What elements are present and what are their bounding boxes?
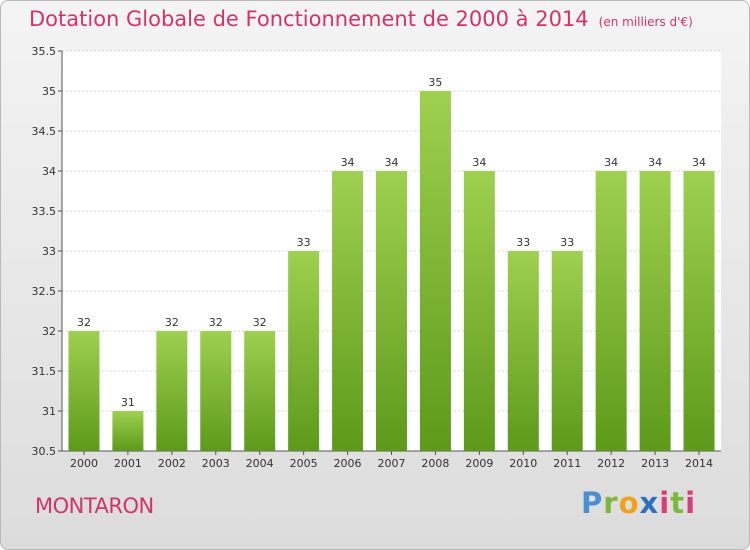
x-tick-label: 2011 bbox=[553, 457, 581, 470]
data-label: 32 bbox=[77, 316, 91, 329]
data-label: 34 bbox=[341, 156, 355, 169]
y-tick-label: 35.5 bbox=[32, 45, 57, 58]
bar bbox=[463, 171, 495, 451]
x-tick-label: 2001 bbox=[114, 457, 142, 470]
data-label: 33 bbox=[516, 236, 530, 249]
data-label: 33 bbox=[297, 236, 311, 249]
data-label: 34 bbox=[692, 156, 706, 169]
x-tick-label: 2007 bbox=[378, 457, 406, 470]
chart-title: Dotation Globale de Fonctionnement de 20… bbox=[29, 7, 693, 31]
bar bbox=[244, 331, 276, 451]
data-label: 31 bbox=[121, 396, 135, 409]
y-tick-label: 33 bbox=[42, 245, 56, 258]
y-tick-label: 31 bbox=[42, 405, 56, 418]
chart-subtitle: (en milliers d'€) bbox=[598, 15, 693, 29]
data-label: 34 bbox=[472, 156, 486, 169]
x-tick-label: 2003 bbox=[202, 457, 230, 470]
x-tick-label: 2006 bbox=[334, 457, 362, 470]
bar bbox=[595, 171, 627, 451]
bar bbox=[112, 411, 144, 451]
data-label: 34 bbox=[648, 156, 662, 169]
x-tick-label: 2002 bbox=[158, 457, 186, 470]
y-tick-label: 32 bbox=[42, 325, 56, 338]
y-tick-label: 32.5 bbox=[32, 285, 57, 298]
bar bbox=[507, 251, 539, 451]
data-label: 34 bbox=[385, 156, 399, 169]
bar bbox=[156, 331, 188, 451]
y-tick-label: 34.5 bbox=[32, 125, 57, 138]
y-tick-label: 35 bbox=[42, 85, 56, 98]
y-tick-label: 31.5 bbox=[32, 365, 57, 378]
data-label: 34 bbox=[604, 156, 618, 169]
bar bbox=[551, 251, 583, 451]
bar bbox=[68, 331, 100, 451]
data-label: 32 bbox=[253, 316, 267, 329]
x-tick-label: 2008 bbox=[421, 457, 449, 470]
y-tick-label: 34 bbox=[42, 165, 56, 178]
bar bbox=[639, 171, 671, 451]
x-tick-label: 2009 bbox=[465, 457, 493, 470]
x-tick-label: 2000 bbox=[70, 457, 98, 470]
data-label: 32 bbox=[209, 316, 223, 329]
bar bbox=[683, 171, 715, 451]
commune-name: MONTARON bbox=[35, 494, 154, 518]
bar bbox=[332, 171, 364, 451]
data-label: 35 bbox=[428, 76, 442, 89]
x-tick-label: 2014 bbox=[685, 457, 713, 470]
bar bbox=[419, 91, 451, 451]
data-label: 33 bbox=[560, 236, 574, 249]
x-tick-label: 2005 bbox=[290, 457, 318, 470]
y-tick-label: 30.5 bbox=[32, 445, 57, 458]
x-tick-label: 2012 bbox=[597, 457, 625, 470]
proxiti-logo: Proxiti bbox=[581, 486, 697, 520]
x-tick-label: 2013 bbox=[641, 457, 669, 470]
bar bbox=[288, 251, 320, 451]
data-label: 32 bbox=[165, 316, 179, 329]
bar bbox=[200, 331, 232, 451]
bar bbox=[376, 171, 407, 451]
y-tick-label: 33.5 bbox=[32, 205, 57, 218]
x-tick-label: 2004 bbox=[246, 457, 274, 470]
x-tick-label: 2010 bbox=[509, 457, 537, 470]
